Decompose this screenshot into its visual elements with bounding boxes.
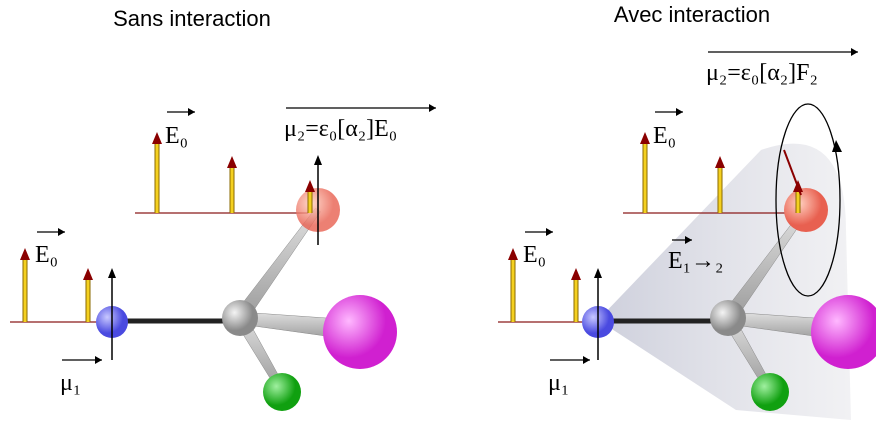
field-label: E₀: [653, 123, 676, 149]
field-label: E₀: [523, 242, 546, 268]
interaction-cone: [598, 143, 851, 421]
vector-arrow-head: [188, 108, 195, 116]
atom-gray: [222, 300, 258, 336]
panel-title: Sans interaction: [113, 6, 271, 31]
atom-green: [263, 373, 301, 411]
field-arrow-head: [83, 268, 93, 280]
vector-arrow-head: [58, 228, 65, 236]
rotation-arrow-head: [832, 140, 842, 152]
vector-arrow-head: [676, 108, 683, 116]
dipole-label: μ₁: [60, 370, 81, 396]
dipole-formula: μ₂=ε₀[α₂]E₀: [284, 116, 397, 142]
field-arrow-head: [715, 156, 725, 168]
vector-arrow-head: [546, 228, 553, 236]
field-arrow-head: [305, 180, 315, 192]
dipole-arrow-head: [594, 268, 602, 278]
vector-arrow-head: [583, 356, 590, 364]
field-arrow-head: [640, 132, 650, 144]
field-arrow-head: [152, 132, 162, 144]
field-arrow-head: [571, 268, 581, 280]
dipole-formula: μ₂=ε₀[α₂]F₂: [706, 60, 818, 86]
atom-pink: [323, 295, 397, 369]
field-label: E₀: [165, 123, 188, 149]
dipole-label: μ₁: [548, 370, 569, 396]
vector-arrow-head: [685, 236, 692, 244]
atom-pink: [811, 295, 876, 369]
field-label: E₀: [35, 242, 58, 268]
vector-arrow-head: [429, 104, 436, 112]
atom-gray: [710, 300, 746, 336]
dipole-arrow-head: [314, 155, 322, 165]
atom-red: [784, 188, 828, 232]
field-arrow-head: [227, 156, 237, 168]
interaction-label: E₁→₂: [668, 248, 723, 274]
dipole-arrow-head: [108, 268, 116, 278]
rotation-path: [775, 103, 841, 297]
field-arrow-head: [20, 248, 30, 260]
induced-dipole: [783, 149, 802, 196]
atom-green: [751, 373, 789, 411]
field-arrow-head: [508, 248, 518, 260]
vector-arrow-head: [95, 356, 102, 364]
vector-arrow-head: [851, 48, 858, 56]
panel-title: Avec interaction: [614, 2, 770, 27]
